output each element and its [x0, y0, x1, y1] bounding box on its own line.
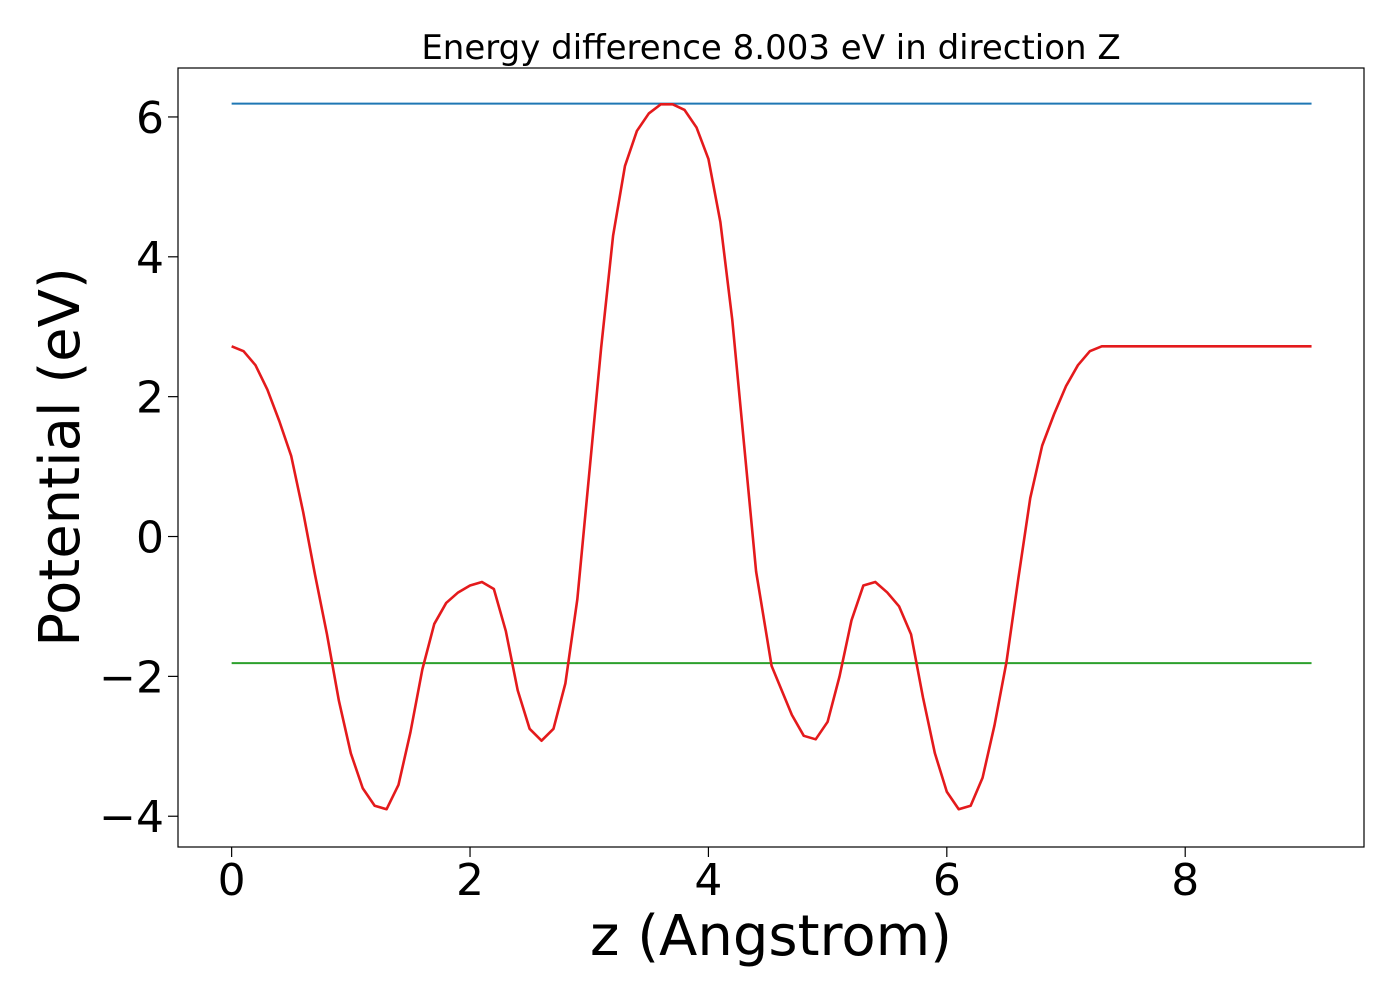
x-tick-label: 6: [933, 855, 961, 906]
y-tick-label: 4: [136, 233, 164, 284]
y-tick-label: −4: [99, 792, 164, 843]
y-axis-label: Potential (eV): [28, 267, 93, 647]
plot-frame: [177, 67, 1365, 848]
x-tick-label: 0: [218, 855, 246, 906]
y-tick-label: −2: [99, 652, 164, 703]
axis-ticks: 0 2 4 6 8 −4 −2 0 2 4 6: [99, 93, 1199, 906]
x-axis-label: z (Angstrom): [590, 904, 952, 969]
y-tick-label: 0: [136, 513, 164, 564]
series-line-3: [231, 103, 1312, 811]
x-tick-label: 2: [456, 855, 484, 906]
x-tick-label: 4: [694, 855, 722, 906]
y-tick-label: 6: [136, 93, 164, 144]
plot-area: [231, 102, 1312, 811]
chart-title: Energy difference 8.003 eV in direction …: [421, 28, 1120, 68]
x-tick-label: 8: [1171, 855, 1199, 906]
y-tick-label: 2: [136, 373, 164, 424]
